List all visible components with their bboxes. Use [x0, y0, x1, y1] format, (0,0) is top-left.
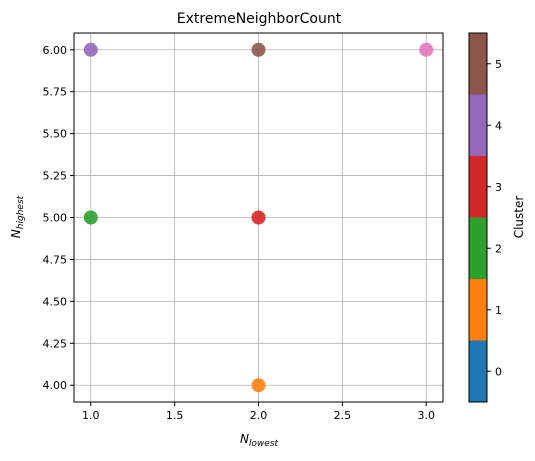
y-tick-label: 4.00 [43, 379, 68, 392]
x-axis-label-main: N [240, 432, 249, 446]
data-point [251, 378, 266, 393]
data-point [251, 42, 266, 57]
colorbar-tick-label: 4 [495, 119, 502, 132]
y-tick-label: 5.25 [43, 170, 68, 183]
y-axis-ticks: 4.00 4.25 4.50 4.75 5.00 5.25 5.50 5.75 6.00 [43, 44, 74, 392]
colorbar-segment [469, 340, 487, 402]
colorbar-segment [469, 217, 487, 279]
x-tick-label: 2.0 [250, 409, 268, 422]
colorbar-tick-label: 3 [495, 181, 502, 194]
x-axis-ticks: 1.0 1.5 2.0 2.5 3.0 [82, 402, 435, 422]
y-tick-label: 4.25 [43, 337, 68, 350]
y-axis-label: Nhighest [9, 195, 26, 238]
colorbar-label: Cluster [512, 196, 526, 239]
data-point [83, 42, 98, 57]
colorbar-tick-label: 1 [495, 304, 502, 317]
colorbar [469, 33, 487, 402]
data-point [83, 210, 98, 225]
data-point [251, 210, 266, 225]
colorbar-tick-label: 0 [495, 365, 502, 378]
colorbar-frame [468, 32, 488, 403]
x-tick-label: 1.0 [82, 409, 100, 422]
colorbar-segment [469, 33, 487, 95]
chart-title: ExtremeNeighborCount [177, 11, 342, 27]
y-axis-label-main: N [9, 229, 23, 238]
y-tick-label: 6.00 [43, 44, 68, 57]
x-axis-label: Nlowest [240, 432, 279, 449]
data-point [419, 42, 434, 57]
colorbar-segment [469, 279, 487, 341]
x-axis-label-sub: lowest [249, 439, 279, 449]
y-tick-label: 5.00 [43, 212, 68, 225]
y-tick-label: 5.50 [43, 128, 68, 141]
x-tick-label: 1.5 [166, 409, 184, 422]
y-tick-label: 4.75 [43, 253, 68, 266]
data-points [83, 42, 434, 393]
colorbar-segment [469, 156, 487, 218]
y-tick-label: 5.75 [43, 86, 68, 99]
x-tick-label: 3.0 [417, 409, 435, 422]
y-tick-label: 4.50 [43, 295, 68, 308]
y-axis-label-sub: highest [16, 195, 26, 229]
colorbar-tick-label: 2 [495, 242, 502, 255]
x-tick-label: 2.5 [334, 409, 352, 422]
colorbar-segment [469, 94, 487, 156]
colorbar-ticks: 0 1 2 3 4 5 [487, 58, 502, 378]
colorbar-tick-label: 5 [495, 58, 502, 71]
